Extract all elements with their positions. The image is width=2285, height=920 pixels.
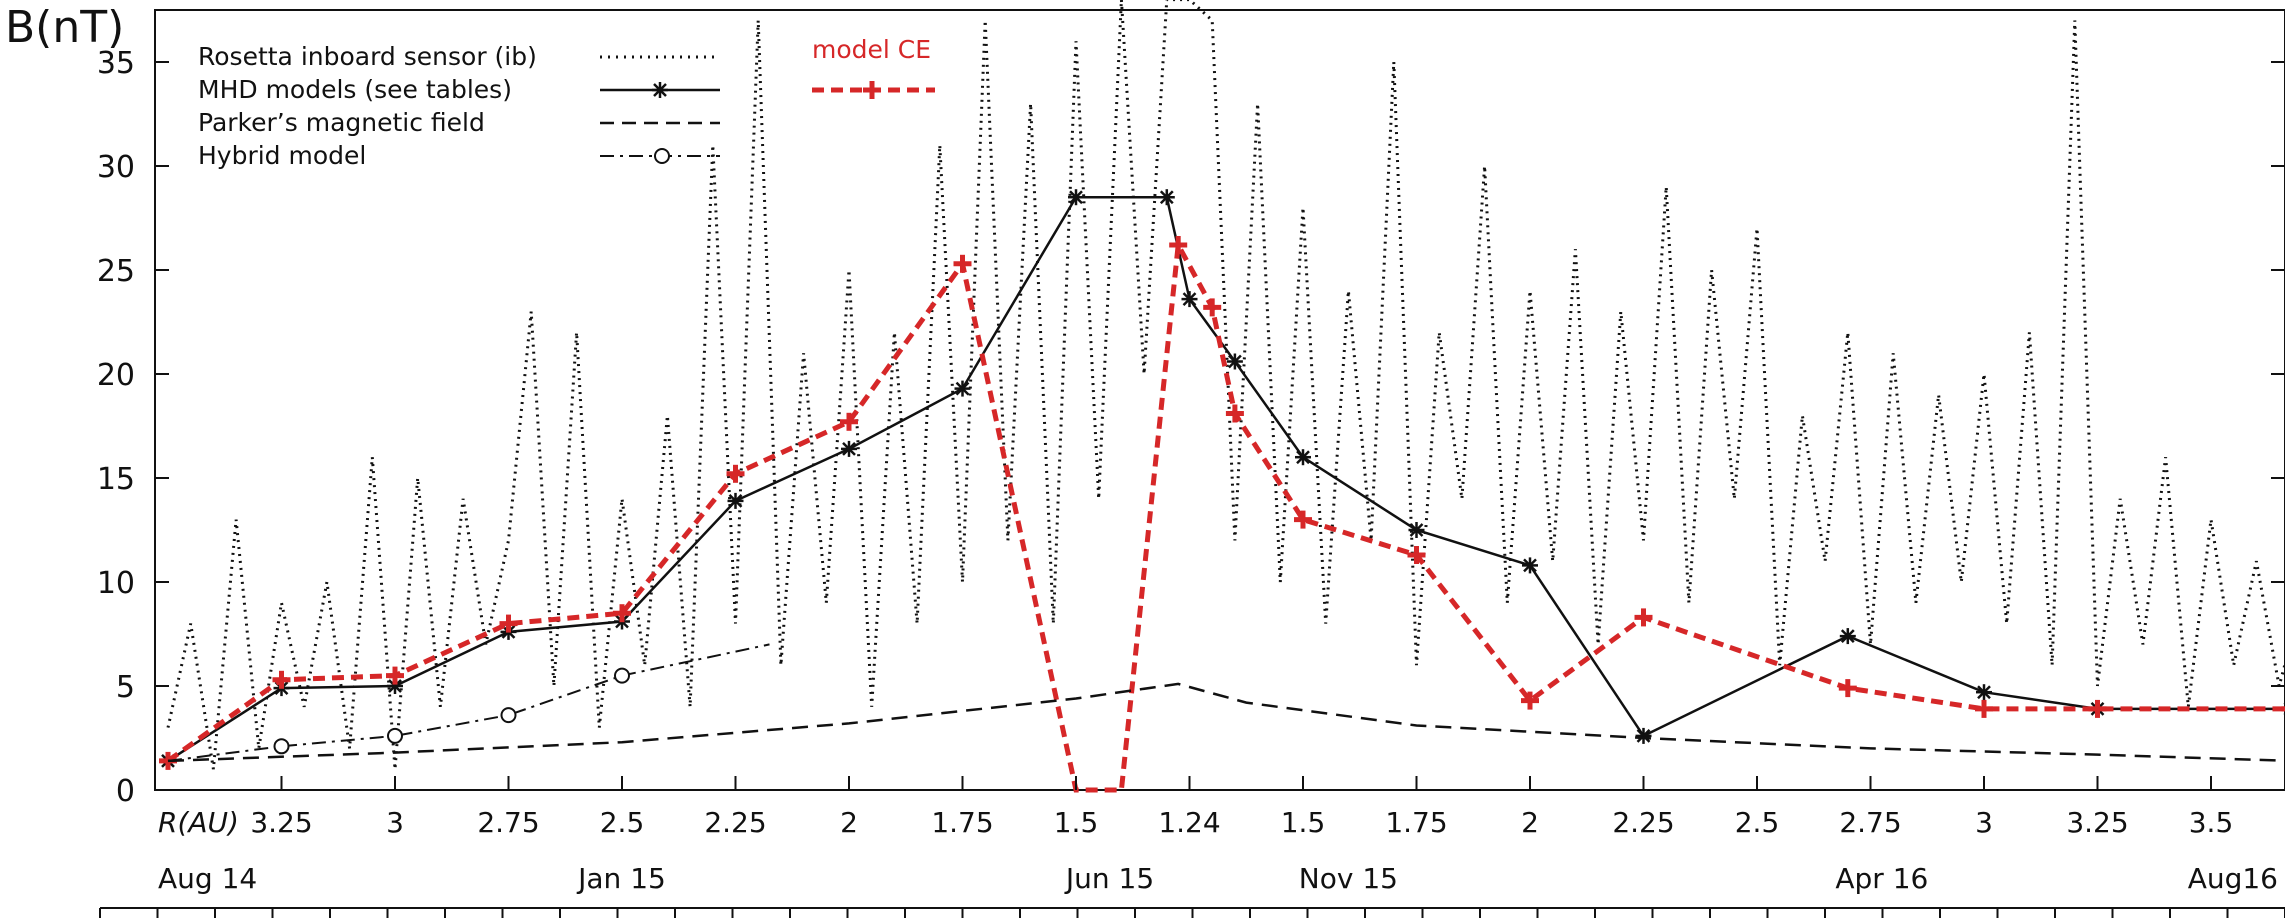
y-tick-label: 30 [97, 150, 135, 185]
hybrid-circle-marker [614, 667, 630, 684]
legend: Rosetta inboard sensor (ib) MHD models (… [198, 35, 935, 170]
y-tick-label: 15 [97, 462, 135, 497]
model-ce-plus-marker [1975, 699, 1993, 718]
series-layer [159, 0, 2285, 793]
model-ce-plus-marker [613, 604, 631, 623]
r-tick-label: 1.75 [931, 806, 993, 839]
model-ce-plus-marker [499, 614, 518, 633]
r-tick-label: 2.75 [477, 806, 539, 839]
y-tick-label: 35 [97, 46, 135, 81]
model-ce-plus-marker [1225, 404, 1244, 423]
model-ce-plus-marker [840, 412, 858, 431]
mhd-star-marker [1068, 189, 1084, 206]
hybrid-circle-marker [500, 707, 517, 724]
r-tick-label: 2 [1521, 806, 1539, 839]
hybrid-circle-marker [273, 738, 290, 755]
mhd-star-marker [1181, 291, 1198, 308]
r-tick-label: 1.75 [1385, 806, 1447, 839]
legend-label-ib: Rosetta inboard sensor (ib) [198, 42, 537, 71]
r-axis-label: R(AU) [158, 806, 239, 839]
r-tick-label: 1.5 [1281, 806, 1326, 839]
r-axis: R(AU) 3.25 3 2.75 2.5 2.25 2 1.75 1.5 1.24 1.5 1.75… [158, 776, 2233, 839]
y-tick-label: 20 [97, 358, 135, 393]
mhd-star-marker [1976, 684, 1992, 701]
y-axis-label: B(nT) [5, 2, 124, 53]
model-ce-plus-marker [1521, 691, 1539, 710]
plot-frame [154, 9, 2285, 791]
hybrid-circle-marker [387, 727, 403, 744]
model-ce-plus-marker [2088, 699, 2107, 718]
mhd-star-marker [1522, 557, 1538, 574]
r-tick-label: 2.25 [1612, 806, 1674, 839]
mhd-star-marker [1226, 353, 1243, 370]
r-tick-label: 3.25 [250, 806, 312, 839]
date-tick-label: Nov 15 [1299, 862, 1398, 895]
legend-star-marker [652, 82, 668, 98]
r-tick-label: 2.75 [1839, 806, 1901, 839]
model-ce-plus-marker [726, 464, 745, 483]
y-ticks: 0 5 10 15 20 25 30 35 [97, 46, 2285, 809]
model-ce-plus-marker [272, 670, 291, 689]
series-line-4 [167, 643, 770, 762]
date-tick-label: Aug 14 [158, 862, 257, 895]
model-ce-plus-marker [2281, 706, 2285, 712]
legend-label-hybrid: Hybrid model [198, 141, 366, 170]
y-tick-label: 5 [116, 670, 135, 705]
y-tick-label: 25 [97, 254, 135, 289]
mhd-star-marker [1839, 628, 1856, 645]
mhd-star-marker [727, 492, 744, 509]
series-line-0 [166, 0, 2285, 770]
legend-label-parker: Parker’s magnetic field [198, 108, 485, 137]
legend-plus-marker [863, 81, 881, 99]
mhd-star-marker [1635, 727, 1652, 744]
date-tick-label: Apr 16 [1835, 862, 1928, 895]
date-axis: Aug 14 Jan 15 Jun 15 Nov 15 Apr 16 Aug16 [99, 862, 2285, 918]
model-ce-plus-marker [386, 666, 404, 685]
mhd-star-marker [1295, 449, 1311, 466]
r-tick-label: 2.5 [600, 806, 645, 839]
r-tick-label: 2.5 [1735, 806, 1780, 839]
model-ce-plus-marker [1169, 236, 1188, 254]
model-ce-plus-marker [1838, 679, 1857, 698]
r-tick-label: 3 [1975, 806, 1993, 839]
r-tick-label: 3.5 [2189, 806, 2234, 839]
r-tick-label: 2 [840, 806, 858, 839]
legend-label-mhd: MHD models (see tables) [198, 75, 512, 104]
date-tick-label: Jun 15 [1064, 862, 1154, 895]
date-tick-label: Jan 15 [576, 862, 666, 895]
r-tick-label: 1.5 [1054, 806, 1099, 839]
r-tick-label: 1.24 [1158, 806, 1220, 839]
mhd-star-marker [841, 440, 857, 457]
y-tick-label: 0 [116, 774, 135, 809]
mhd-star-marker [954, 380, 971, 397]
model-ce-plus-marker [953, 254, 972, 273]
model-ce-plus-marker [1407, 546, 1426, 564]
mhd-star-marker [1158, 189, 1175, 206]
mhd-star-marker [1408, 522, 1425, 538]
model-ce-plus-marker [1294, 510, 1312, 529]
series-line-3 [167, 682, 2285, 763]
y-tick-label: 10 [97, 566, 135, 601]
r-tick-label: 3 [386, 806, 404, 839]
date-tick-label: Aug16 [2188, 862, 2278, 895]
series-line-1 [167, 195, 2285, 762]
model-ce-plus-marker [1203, 298, 1222, 317]
r-tick-label: 2.25 [704, 806, 766, 839]
r-tick-label: 3.25 [2066, 806, 2128, 839]
model-ce-plus-marker [1634, 608, 1653, 627]
legend-circle-marker [654, 148, 670, 164]
legend-label-model-ce: model CE [812, 35, 931, 64]
